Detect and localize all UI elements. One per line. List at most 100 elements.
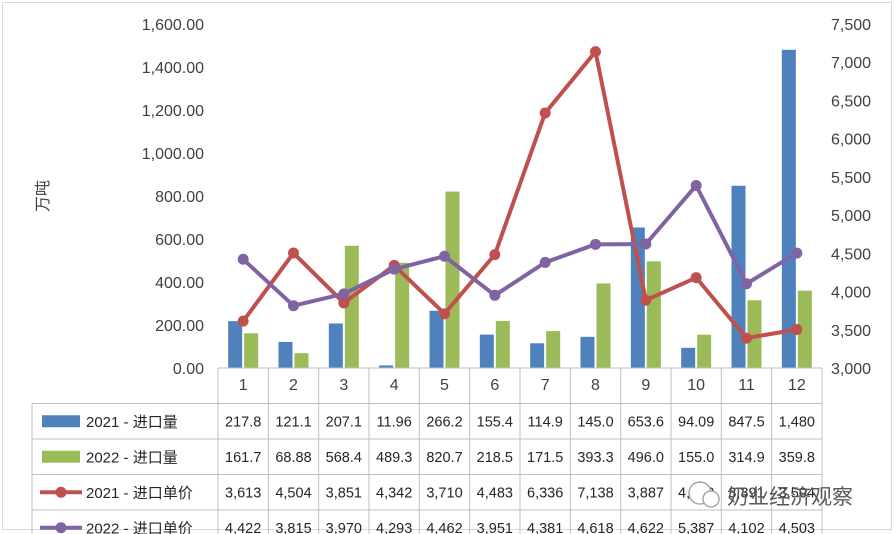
line-point — [338, 297, 350, 309]
bar — [429, 310, 444, 368]
x-tick-label: 1 — [239, 377, 248, 394]
table-cell: 217.8 — [225, 414, 261, 430]
y2-tick-label: 3,000 — [831, 361, 871, 378]
x-tick-label: 8 — [591, 377, 600, 394]
bar — [294, 353, 309, 368]
table-cell: 3,504 — [779, 485, 815, 501]
line-point — [439, 308, 450, 320]
y-tick-label: 1,000.00 — [142, 146, 204, 163]
table-cell: 6,336 — [527, 485, 563, 501]
bar — [278, 341, 293, 368]
x-tick-label: 6 — [490, 377, 499, 394]
table-cell: 155.4 — [477, 414, 513, 430]
table-cell: 7,138 — [577, 485, 613, 501]
table-cell: 314.9 — [728, 450, 764, 466]
table-cell: 11.96 — [377, 414, 412, 430]
table-cell: 207.1 — [326, 414, 362, 430]
table-cell: 68.88 — [275, 450, 311, 466]
table-cell: 1,480 — [779, 414, 815, 430]
line-point — [388, 263, 400, 275]
legend-label: 2022 - 进口单价 — [86, 520, 193, 534]
line-point — [640, 294, 652, 306]
y-tick-label: 1,600.00 — [142, 17, 204, 34]
bar — [781, 49, 796, 369]
watermark-text: 奶业经济观察 — [727, 486, 853, 509]
table-cell: 496.0 — [628, 450, 664, 466]
table-cell: 3,815 — [275, 521, 311, 534]
bar — [646, 261, 661, 368]
bar — [228, 321, 243, 368]
table-cell: 155.0 — [678, 450, 714, 466]
bar — [445, 191, 460, 368]
line-point — [791, 247, 803, 259]
table-cell: 94.09 — [678, 414, 714, 430]
line-point — [338, 288, 350, 300]
table-cell: 359.8 — [779, 450, 815, 466]
table-cell: 568.4 — [326, 450, 362, 466]
table-cell: 266.2 — [426, 414, 462, 430]
table-cell: 4,102 — [728, 521, 764, 534]
table-cell: 3,887 — [628, 485, 664, 501]
line-point — [489, 249, 501, 261]
y-tick-label: 800.00 — [155, 189, 204, 206]
line-point — [288, 247, 299, 259]
table-cell: 4,293 — [376, 521, 412, 534]
table-cell: 847.5 — [728, 414, 764, 430]
table-cell: 3,951 — [477, 521, 513, 534]
bar — [328, 323, 343, 368]
line-point — [590, 238, 601, 250]
legend-swatch — [55, 522, 67, 534]
line-point — [237, 315, 249, 327]
y2-tick-label: 6,500 — [831, 93, 871, 110]
legend-swatch — [42, 415, 80, 428]
line-point — [439, 250, 450, 262]
legend-swatch — [42, 450, 80, 463]
y2-tick-label: 7,000 — [831, 55, 871, 72]
table-cell: 5,387 — [678, 521, 714, 534]
table-cell: 489.3 — [376, 450, 412, 466]
x-tick-label: 4 — [390, 377, 399, 394]
y-tick-label: 1,400.00 — [142, 60, 204, 77]
bar — [546, 331, 561, 368]
x-tick-label: 9 — [641, 377, 650, 394]
y-tick-label: 1,200.00 — [142, 103, 204, 120]
wechat-icon — [702, 490, 720, 508]
legend-label: 2022 - 进口量 — [86, 449, 178, 466]
series-line — [241, 49, 798, 341]
x-tick-label: 5 — [440, 377, 449, 394]
table-cell: 4,381 — [527, 521, 563, 534]
bar — [596, 283, 611, 368]
bar — [747, 300, 762, 368]
bar — [379, 365, 394, 368]
table-cell: 4,504 — [275, 485, 311, 501]
y-tick-label: 200.00 — [155, 318, 204, 335]
table-cell: 4,622 — [628, 521, 664, 534]
table-cell: 218.5 — [477, 450, 513, 466]
x-tick-label: 7 — [541, 377, 550, 394]
y2-tick-label: 7,500 — [831, 17, 871, 34]
table-cell: 121.1 — [275, 414, 311, 430]
line-point — [237, 253, 249, 265]
table-cell: 820.7 — [426, 450, 462, 466]
bar — [580, 336, 595, 368]
table-cell: 4,462 — [426, 521, 462, 534]
line-point — [539, 256, 551, 268]
bar — [479, 334, 494, 368]
table-cell: 114.9 — [528, 414, 563, 430]
line-point — [288, 300, 299, 312]
series-line — [241, 183, 798, 308]
legend-label: 2021 - 进口量 — [86, 414, 178, 431]
bar — [344, 245, 359, 368]
line-point — [489, 289, 501, 301]
line-point — [690, 272, 702, 284]
y2-tick-label: 5,000 — [831, 208, 871, 225]
y2-tick-label: 4,000 — [831, 285, 871, 302]
x-tick-label: 12 — [788, 377, 806, 394]
bar — [530, 343, 545, 368]
table-cell: 653.6 — [628, 414, 664, 430]
line-point — [590, 46, 601, 58]
table-cell: 393.3 — [577, 450, 613, 466]
y-tick-label: 600.00 — [155, 232, 204, 249]
line-point — [539, 107, 551, 119]
